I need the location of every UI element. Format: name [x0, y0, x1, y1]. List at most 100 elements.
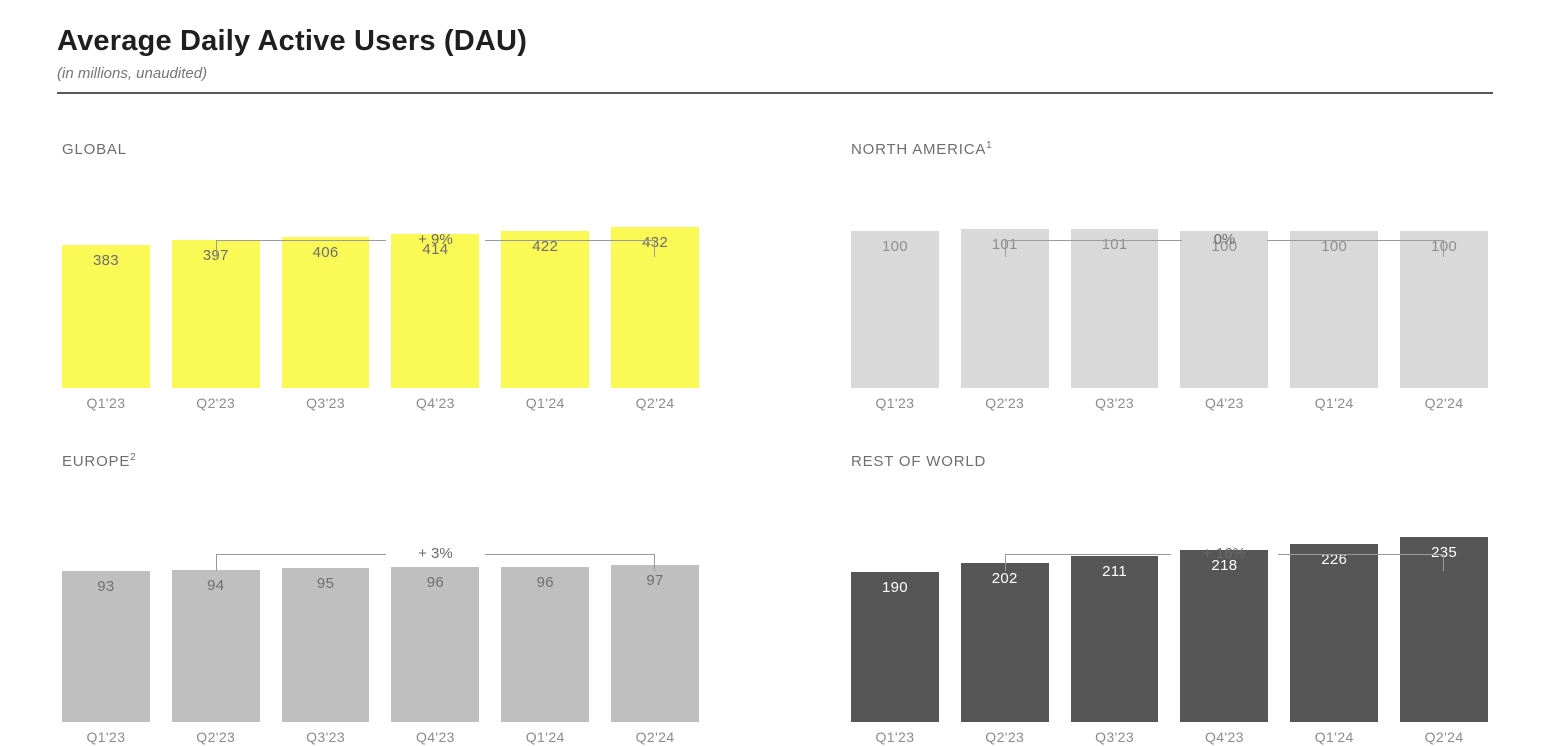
bracket-line-right — [1277, 553, 1445, 571]
yoy-change-label: + 16% — [1202, 544, 1246, 562]
plot-area-europe: + 3% 93 94 95 96 96 97 Q1'23 Q2'23 Q3'23 Q4'23 Q1'2… — [62, 532, 699, 745]
bar-value-label: 95 — [316, 574, 335, 592]
bar-value-label: 226 — [1321, 550, 1348, 568]
bar-value-label: 211 — [1102, 562, 1127, 580]
bar-global-Q1'23: 383 — [62, 244, 150, 388]
bar-value-label: 97 — [646, 571, 664, 589]
bar-rest-of-world-Q3'23: 211 — [1070, 555, 1159, 722]
bar-global-Q3'23: 406 — [281, 236, 370, 388]
plot-area-global: + 9% 383 397 406 414 422 432 Q1'23 Q2'23 Q3'23 Q4'… — [62, 218, 699, 411]
page-subtitle: (in millions, unaudited) — [57, 64, 208, 82]
bar-value-label: 94 — [207, 576, 225, 594]
category-axis-north-america: Q1'23 Q2'23 Q3'23 Q4'23 Q1'24 Q2'24 — [851, 395, 1488, 411]
chart-title-text: NORTH AMERICA — [851, 140, 987, 158]
bracket-line-left — [1004, 239, 1182, 257]
category-label: Q4'23 — [1204, 394, 1244, 411]
bar-value-label: 190 — [881, 578, 908, 596]
footnote-marker: 1 — [986, 139, 993, 151]
category-label: Q2'24 — [635, 728, 675, 745]
yoy-bracket-global: + 9% — [215, 231, 656, 257]
bar-global-Q2'23: 397 — [171, 239, 260, 388]
category-label: Q3'23 — [306, 728, 346, 745]
chart-title-north-america: NORTH AMERICA1 — [851, 140, 1488, 160]
chart-title-global: GLOBAL — [62, 140, 699, 160]
category-label: Q2'23 — [196, 728, 236, 745]
category-axis-global: Q1'23 Q2'23 Q3'23 Q4'23 Q1'24 Q2'24 — [62, 395, 699, 411]
plot-area-rest-of-world: + 16% 190 202 211 218 226 235 Q1'23 Q2'23 Q3'23 Q4… — [851, 532, 1488, 745]
category-label: Q2'23 — [985, 394, 1025, 411]
chart-panel-global: GLOBAL + 9% 383 397 406 414 422 432 Q1'23 Q2'23 Q3… — [62, 140, 699, 411]
page-title: Average Daily Active Users (DAU) — [57, 25, 528, 57]
category-label: Q3'23 — [306, 394, 346, 411]
bar-value-label: 93 — [97, 577, 115, 595]
bar-global-Q1'24: 422 — [501, 230, 590, 388]
bar-value-label: 414 — [422, 240, 449, 258]
bar-value-label: 100 — [881, 237, 908, 255]
category-label: Q1'24 — [525, 394, 565, 411]
bracket-line-left — [215, 239, 387, 257]
bar-value-label: 383 — [92, 251, 119, 269]
bar-north-america-Q1'23: 100 — [851, 230, 939, 388]
bar-global-Q4'23: 414 — [391, 233, 480, 388]
bracket-line-left — [215, 553, 387, 571]
category-label: Q1'24 — [525, 728, 565, 745]
yoy-bracket-europe: + 3% — [215, 545, 656, 571]
category-label: Q3'23 — [1095, 728, 1135, 745]
bar-europe-Q4'23: 96 — [391, 566, 480, 722]
chart-panel-europe: EUROPE2 + 3% 93 94 95 96 96 97 Q1'23 Q2'23 Q3'23 Q4… — [62, 452, 699, 745]
chart-title-text: EUROPE — [62, 452, 131, 470]
bracket-line-right — [484, 239, 656, 257]
yoy-bracket-rest-of-world: + 16% — [1004, 545, 1445, 571]
bar-value-label: 397 — [202, 246, 229, 264]
category-label: Q2'23 — [196, 394, 236, 411]
bar-north-america-Q2'24: 100 — [1400, 230, 1488, 388]
bar-north-america-Q4'23: 100 — [1180, 230, 1269, 388]
category-label: Q1'23 — [86, 394, 126, 411]
chart-panel-rest-of-world: REST OF WORLD + 16% 190 202 211 218 226 235 Q1'2… — [851, 452, 1488, 745]
bar-rest-of-world-Q1'24: 226 — [1290, 543, 1379, 722]
category-label: Q2'23 — [985, 728, 1025, 745]
chart-title-text: REST OF WORLD — [851, 452, 987, 470]
category-label: Q1'24 — [1314, 394, 1354, 411]
chart-title-rest-of-world: REST OF WORLD — [851, 452, 1488, 472]
category-label: Q2'24 — [635, 394, 675, 411]
yoy-bracket-north-america: 0% — [1004, 231, 1445, 257]
bar-europe-Q2'23: 94 — [171, 569, 260, 722]
bar-value-label: 218 — [1211, 556, 1238, 574]
bar-value-label: 422 — [532, 237, 559, 255]
bar-rest-of-world-Q1'23: 190 — [851, 571, 939, 722]
bars-europe: 93 94 95 96 96 97 — [62, 532, 699, 722]
bar-value-label: 406 — [312, 243, 339, 261]
category-label: Q3'23 — [1095, 394, 1135, 411]
chart-title-text: GLOBAL — [62, 140, 127, 158]
bar-value-label: 235 — [1431, 543, 1458, 561]
bracket-line-left — [1004, 553, 1171, 571]
slide-header: Average Daily Active Users (DAU) (in mil… — [0, 0, 1550, 94]
category-label: Q1'23 — [875, 728, 915, 745]
bar-europe-Q3'23: 95 — [281, 567, 370, 722]
category-label: Q1'24 — [1314, 728, 1354, 745]
bar-value-label: 100 — [1211, 237, 1238, 255]
bar-value-label: 96 — [426, 573, 445, 591]
category-label: Q4'23 — [415, 394, 455, 411]
bars-rest-of-world: 190 202 211 218 226 235 — [851, 532, 1488, 722]
bar-value-label: 202 — [991, 569, 1018, 587]
chart-panel-north-america: NORTH AMERICA1 0% 100 101 101 100 100 100 Q1'23 Q… — [851, 140, 1488, 411]
bar-europe-Q1'24: 96 — [501, 566, 590, 722]
bar-europe-Q2'24: 97 — [611, 564, 699, 722]
footnote-marker: 2 — [130, 451, 137, 463]
yoy-change-label: 0% — [1213, 230, 1236, 248]
bar-value-label: 100 — [1321, 237, 1348, 255]
category-label: Q2'24 — [1424, 728, 1464, 745]
category-axis-rest-of-world: Q1'23 Q2'23 Q3'23 Q4'23 Q1'24 Q2'24 — [851, 729, 1488, 745]
chart-title-europe: EUROPE2 — [62, 452, 699, 472]
category-label: Q2'24 — [1424, 394, 1464, 411]
bracket-line-right — [484, 553, 656, 571]
bar-europe-Q1'23: 93 — [62, 570, 150, 722]
category-axis-europe: Q1'23 Q2'23 Q3'23 Q4'23 Q1'24 Q2'24 — [62, 729, 699, 745]
bar-rest-of-world-Q4'23: 218 — [1180, 549, 1269, 722]
yoy-change-label: + 9% — [418, 230, 453, 248]
category-label: Q4'23 — [1204, 728, 1244, 745]
bar-value-label: 96 — [536, 573, 554, 591]
category-label: Q1'23 — [86, 728, 126, 745]
